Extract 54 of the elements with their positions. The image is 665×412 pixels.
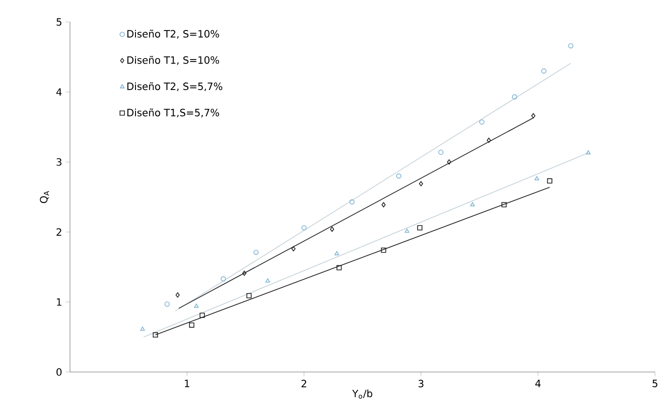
point [547,178,552,184]
point [220,276,226,282]
point [534,176,540,180]
point [531,113,536,118]
point [336,265,342,270]
point [486,138,491,143]
x-tick-label: 4 [535,380,541,388]
y-tick-label: 4 [56,88,62,96]
point [242,270,246,276]
point [330,226,334,232]
y-tick-label: 1 [56,298,62,306]
y-axis-title: Q$_{A}$ [40,190,49,204]
legend-label: Diseño T2, S=10% [127,30,220,39]
point [438,150,444,155]
point [253,250,259,255]
point [189,322,194,328]
point [447,159,452,165]
point [380,248,386,253]
y-tick-label: 2 [56,228,62,236]
point [512,94,518,100]
point [164,302,170,307]
x-tick-label: 2 [302,380,306,388]
point [140,326,145,331]
y-tick-label: 3 [56,158,62,166]
x-tick-label: 3 [418,380,424,388]
point [291,246,296,252]
point [417,225,422,230]
point [349,199,355,204]
point [501,202,507,208]
point [152,332,158,338]
point [404,228,410,233]
point [382,202,386,208]
point [176,292,180,298]
legend-label: Diseño T2, S=5,7% [127,82,222,92]
y-tick-label: 5 [56,18,62,26]
point [418,181,424,186]
point [334,251,340,256]
x-axis-title: Y$_{o}$/b [352,390,372,399]
point [200,312,205,318]
point [194,304,199,308]
point [568,43,574,48]
point [470,202,475,206]
x-tick-label: 5 [652,380,658,388]
point [301,225,307,230]
point [265,278,270,282]
y-tick-label: 0 [56,368,62,376]
x-tick-label: 1 [184,380,190,388]
point [396,173,402,179]
point [479,120,484,125]
legend-label: Diseño T1, S=10% [127,56,220,65]
point [246,293,252,298]
point [586,150,591,154]
point [541,68,546,74]
legend-label: Diseño T1,S=5,7% [127,108,220,118]
